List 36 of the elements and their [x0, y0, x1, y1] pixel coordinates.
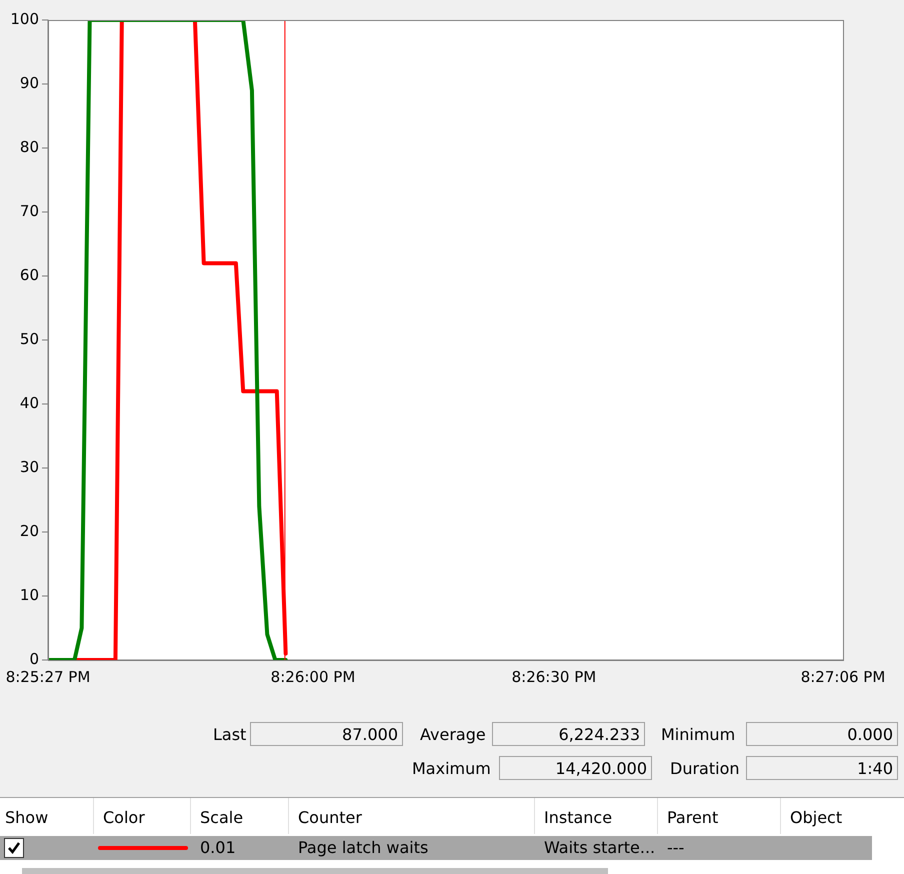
x-tick-label: 8:26:30 PM — [512, 668, 596, 686]
y-tick-label: 30 — [20, 458, 39, 476]
text: Counter — [298, 808, 362, 827]
y-tick-label: 40 — [20, 394, 39, 412]
y-tick-label: 60 — [20, 266, 39, 284]
text: 6,224.233 — [492, 722, 645, 746]
text: Parent — [667, 808, 718, 827]
text: Minimum — [661, 725, 736, 744]
text: --- — [667, 838, 684, 857]
y-tick-label: 100 — [10, 10, 39, 28]
y-tick-label: 90 — [20, 74, 39, 92]
x-tick-label: 8:26:00 PM — [270, 668, 356, 686]
y-tick-label: 70 — [20, 202, 39, 220]
y-tick-label: 0 — [29, 650, 39, 668]
text: Show — [5, 808, 48, 827]
y-tick-label: 10 — [20, 586, 39, 604]
text: 0.01 — [200, 838, 236, 857]
text: Color — [103, 808, 145, 827]
text: 1:40 — [746, 756, 898, 780]
y-tick-label: 20 — [20, 522, 39, 540]
text: Object — [790, 808, 842, 827]
text: Page latch waits — [298, 838, 428, 857]
text: Scale — [200, 808, 244, 827]
text: Average — [420, 725, 486, 744]
text: Waits starte... — [544, 838, 656, 857]
x-tick-label: 8:25:27 PM — [6, 668, 90, 686]
text: 87.000 — [250, 722, 403, 746]
text: Last — [213, 725, 246, 744]
text: Maximum — [412, 759, 491, 778]
text: Instance — [544, 808, 612, 827]
text: 14,420.000 — [499, 756, 652, 780]
y-tick-label: 80 — [20, 138, 39, 156]
y-tick-label: 50 — [20, 330, 39, 348]
text: 0.000 — [746, 722, 898, 746]
x-tick-label: 8:27:06 PM — [800, 668, 886, 686]
text: Duration — [670, 759, 740, 778]
